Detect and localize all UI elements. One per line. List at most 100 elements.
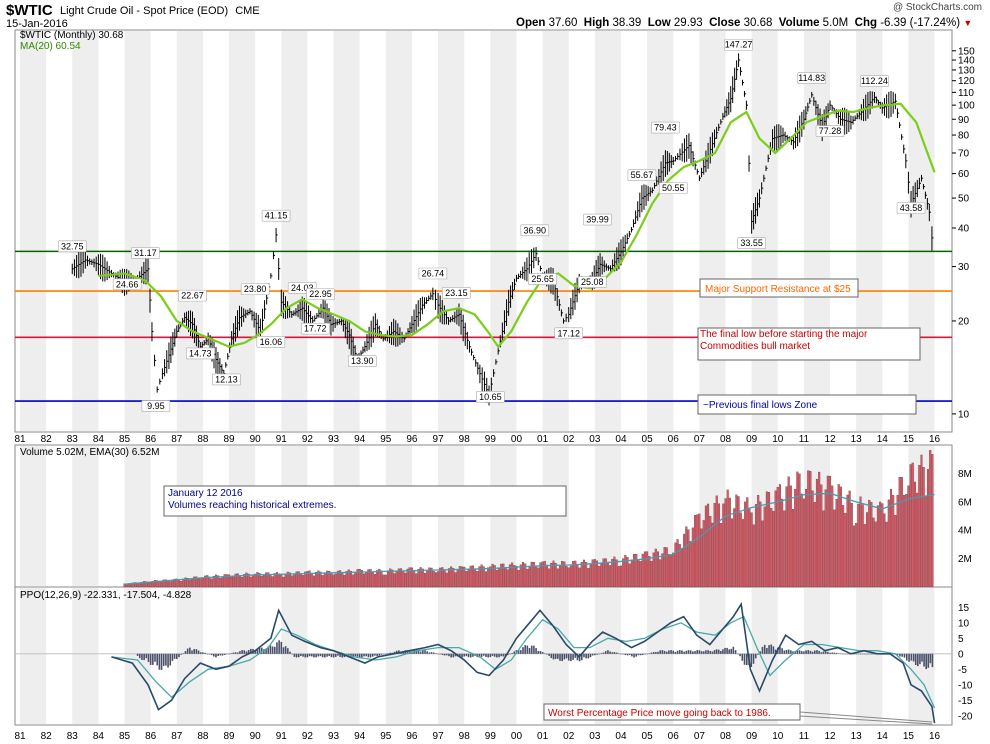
ppo-histogram-bar — [448, 653, 450, 657]
volume-bar — [532, 561, 535, 588]
ppo-histogram-bar — [809, 650, 812, 654]
ppo-histogram-bar — [868, 653, 871, 655]
ppo-histogram-bar — [339, 653, 341, 657]
year-stripe — [124, 31, 151, 431]
volume-bar — [707, 503, 710, 588]
ppo-annotation: Worst Percentage Price move going back t… — [543, 703, 933, 725]
ppo-histogram-bar — [289, 651, 291, 654]
volume-bar — [349, 570, 353, 588]
volume-bar — [153, 580, 157, 588]
volume-bar — [535, 566, 538, 588]
volume-bar — [789, 485, 792, 588]
volume-bar — [643, 551, 646, 588]
volume-bar — [402, 571, 405, 588]
ppo-histogram-bar — [223, 653, 226, 656]
high-label: High — [583, 17, 610, 29]
volume-bar — [297, 571, 300, 588]
price-x-tick-label: 04 — [615, 434, 627, 445]
volume-bar — [417, 569, 420, 588]
year-stripe — [229, 31, 256, 431]
ppo-histogram-bar — [452, 653, 455, 658]
volume-bar — [262, 575, 265, 588]
volume-bar — [796, 471, 799, 588]
ppo-histogram-bar — [757, 653, 759, 655]
ppo-x-tick-label: 13 — [851, 731, 863, 742]
volume-value: 5.0M — [822, 17, 849, 29]
price-x-tick-label: 09 — [746, 434, 758, 445]
peak-label-box — [418, 267, 448, 280]
ppo-histogram-bar — [221, 653, 224, 656]
ppo-histogram-bar — [424, 650, 426, 654]
ppo-histogram-bar — [665, 651, 668, 654]
ppo-x-tick-label: 01 — [537, 731, 549, 742]
ppo-histogram-bar — [341, 653, 344, 658]
ppo-x-tick-label: 92 — [302, 731, 314, 742]
ppo-x-tick-label: 95 — [380, 731, 392, 742]
price-y-tick-label: 10 — [958, 409, 970, 420]
volume-bar — [430, 567, 433, 588]
ppo-x-tick-label: 97 — [433, 731, 445, 742]
ppo-histogram-bar — [212, 653, 215, 657]
volume-bar — [609, 565, 612, 588]
volume-bar — [765, 491, 768, 588]
volume-bar — [382, 574, 385, 588]
volume-bar — [317, 570, 320, 588]
year-stripe — [803, 588, 831, 724]
ppo-histogram-bar — [737, 653, 739, 655]
peak-label-box — [261, 209, 291, 222]
ppo-histogram-bar — [454, 653, 457, 657]
volume-bar — [443, 570, 446, 588]
price-x-tick-label: 10 — [772, 434, 784, 445]
ppo-histogram-bar — [435, 653, 437, 654]
ppo-histogram-bar — [743, 653, 746, 665]
ppo-histogram-bar — [781, 648, 783, 654]
volume-bar — [768, 492, 771, 588]
price-y-tick-label: 130 — [958, 65, 975, 76]
ppo-histogram-bar — [263, 649, 265, 654]
volume-bar — [831, 485, 834, 588]
year-stripe — [385, 31, 412, 431]
ppo-histogram-bar — [445, 653, 448, 656]
volume-bar — [321, 575, 324, 588]
volume-bar — [493, 565, 496, 588]
year-stripe — [647, 31, 674, 431]
peak-label: 25.65 — [531, 274, 554, 284]
ppo-histogram-bar — [899, 653, 901, 657]
ppo-histogram-bar — [271, 646, 274, 654]
volume-bar — [478, 566, 481, 588]
ppo-histogram-bar — [927, 653, 930, 668]
volume-ema-line — [124, 492, 935, 585]
volume-bar — [393, 573, 396, 588]
ppo-histogram-bar — [661, 650, 664, 654]
price-x-tick-label: 08 — [720, 434, 732, 445]
price-y-tick-label: 80 — [958, 131, 970, 142]
ppo-x-tick-label: 09 — [746, 731, 758, 742]
volume-bar — [408, 567, 411, 588]
ppo-signal-line — [111, 615, 936, 709]
volume-bar — [413, 570, 416, 588]
ppo-histogram-bar — [639, 653, 642, 656]
volume-bar — [386, 570, 390, 588]
volume-bar — [550, 563, 553, 588]
volume-bar — [391, 569, 394, 588]
ppo-histogram-bar — [683, 651, 685, 654]
volume-bar — [504, 567, 507, 588]
volume-bar — [267, 572, 270, 588]
volume-bar — [511, 562, 514, 588]
volume-bar — [517, 570, 520, 588]
volume-bar — [526, 568, 529, 588]
volume-bar — [548, 568, 551, 588]
peak-label: 26.74 — [422, 268, 445, 278]
volume-bar — [872, 517, 875, 588]
volume-bar — [489, 566, 492, 588]
volume-bar — [400, 568, 403, 588]
price-y-tick-label: 40 — [958, 223, 970, 234]
volume-bar — [415, 573, 418, 588]
lows-zone-annotation-text: ~Previous final lows Zone — [703, 400, 818, 411]
ppo-histogram-bar — [219, 653, 222, 656]
ppo-histogram-bar — [853, 653, 855, 655]
volume-bar — [661, 553, 664, 588]
price-x-tick-label: 95 — [380, 434, 392, 445]
ppo-histogram-bar — [734, 650, 737, 654]
